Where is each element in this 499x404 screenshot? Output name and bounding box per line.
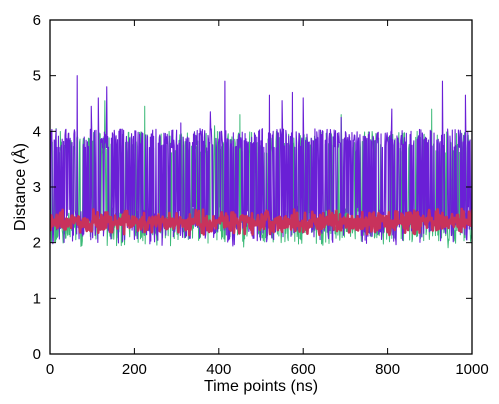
y-tick-label: 4 [33, 123, 41, 140]
series-line-3 [50, 207, 472, 237]
y-tick-label: 0 [33, 346, 41, 363]
y-tick-label: 5 [33, 68, 41, 85]
x-tick-label: 200 [122, 361, 147, 378]
x-tick-label: 600 [291, 361, 316, 378]
y-tick-label: 2 [33, 235, 41, 252]
y-axis-label: Distance (Å) [10, 143, 29, 231]
x-tick-label: 400 [206, 361, 231, 378]
x-tick-label: 0 [46, 361, 54, 378]
y-axis: 0 1 2 3 4 5 6 [33, 12, 472, 363]
y-tick-label: 1 [33, 290, 41, 307]
y-tick-label: 3 [33, 179, 41, 196]
x-tick-label: 800 [375, 361, 400, 378]
y-tick-label: 6 [33, 12, 41, 29]
plot-area [50, 75, 472, 249]
x-axis-label: Time points (ns) [204, 378, 318, 395]
x-tick-label: 1000 [455, 361, 488, 378]
series-line-2 [50, 75, 472, 247]
x-axis: 0 200 400 600 800 1000 [46, 20, 489, 378]
